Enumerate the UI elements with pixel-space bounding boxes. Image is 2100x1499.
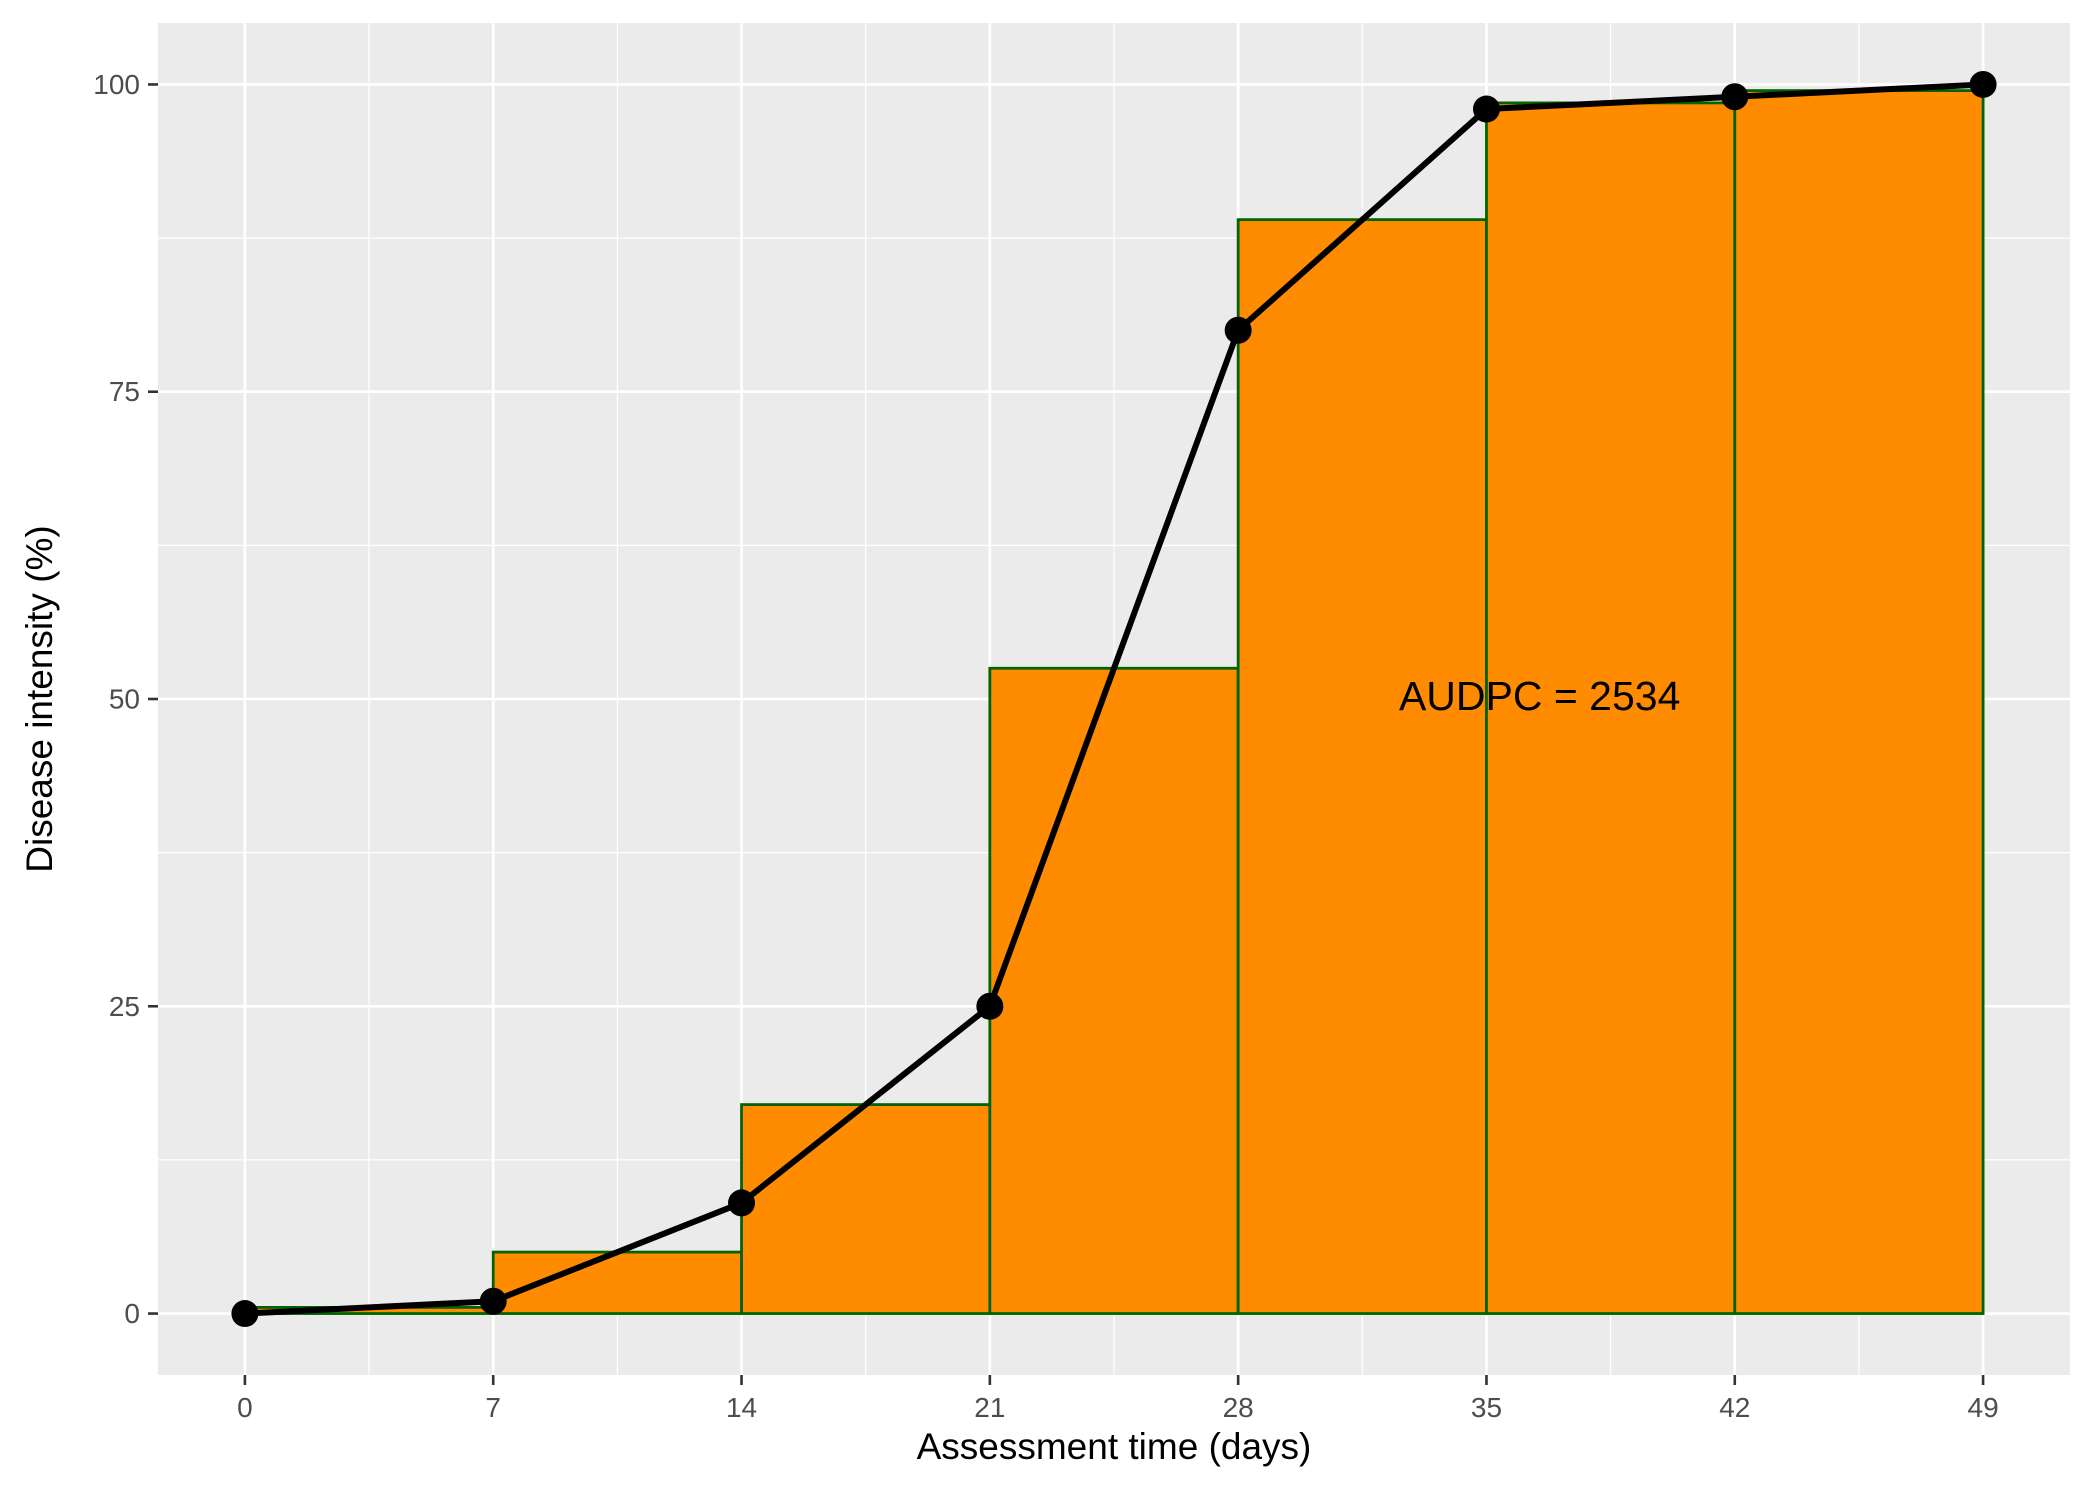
- disease-curve: [231, 70, 1997, 1328]
- x-tick-label: 28: [1223, 1392, 1254, 1423]
- y-tick-label: 75: [109, 376, 140, 407]
- audpc-bar: [491, 1250, 743, 1315]
- data-point: [231, 1300, 259, 1328]
- x-tick-label: 35: [1471, 1392, 1502, 1423]
- y-tick-label: 100: [93, 69, 140, 100]
- data-point: [479, 1287, 507, 1315]
- data-point: [1472, 95, 1500, 123]
- y-tick-label: 25: [109, 991, 140, 1022]
- x-tick-label: 0: [237, 1392, 253, 1423]
- data-point: [1224, 316, 1252, 344]
- x-tick-label: 49: [1968, 1392, 1999, 1423]
- x-axis-title: Assessment time (days): [917, 1426, 1312, 1467]
- series-line: [244, 81, 1984, 1317]
- x-tick-label: 7: [485, 1392, 501, 1423]
- data-point: [976, 992, 1004, 1020]
- audpc-bar: [1485, 101, 1737, 1315]
- y-tick-label: 0: [124, 1298, 140, 1329]
- audpc-bar: [1733, 89, 1985, 1315]
- y-axis-title: Disease intensity (%): [19, 525, 60, 873]
- audpc-annotation: AUDPC = 2534: [1399, 673, 1680, 719]
- audpc-bars: [243, 89, 1985, 1315]
- y-axis: 0 25 50 75 100: [93, 69, 158, 1329]
- data-point: [728, 1189, 756, 1217]
- audpc-bar: [740, 1103, 992, 1315]
- x-tick-label: 21: [974, 1392, 1005, 1423]
- data-point: [1969, 70, 1997, 98]
- audpc-bar: [1236, 218, 1488, 1315]
- x-tick-label: 14: [726, 1392, 757, 1423]
- data-point: [1721, 83, 1749, 111]
- audpc-bar: [988, 666, 1240, 1315]
- y-tick-label: 50: [109, 684, 140, 715]
- x-tick-label: 42: [1719, 1392, 1750, 1423]
- x-axis: 0 7 14 21 28 35 42 49: [237, 1375, 1999, 1423]
